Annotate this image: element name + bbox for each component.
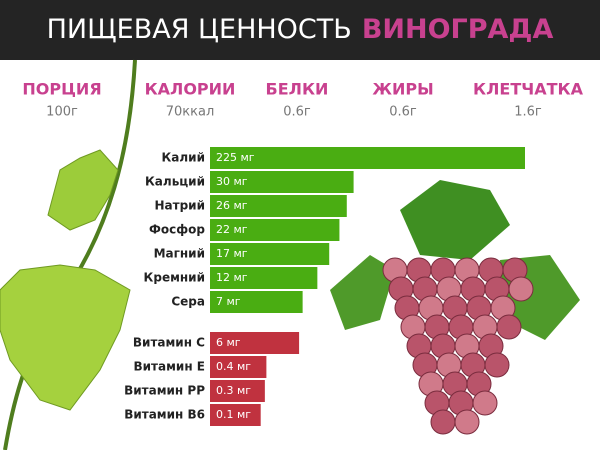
summary-value: 0.6г xyxy=(283,105,311,120)
header-title: ПИЩЕВАЯ ЦЕННОСТЬ ВИНОГРАДА xyxy=(47,14,554,45)
summary-value: 0.6г xyxy=(389,105,417,120)
value-label: 225 мг xyxy=(216,151,255,164)
leaf xyxy=(400,180,510,260)
header-bar xyxy=(0,0,600,60)
category-label: Магний xyxy=(154,247,205,261)
leaf xyxy=(0,264,131,411)
grape xyxy=(454,409,480,435)
summary-label: КЛЕТЧАТКА xyxy=(473,80,584,99)
grape-cluster xyxy=(382,257,534,435)
value-label: 17 мг xyxy=(216,247,248,260)
bar xyxy=(210,243,330,265)
value-label: 7 мг xyxy=(216,295,241,308)
category-label: Витамин B6 xyxy=(124,408,205,422)
bar xyxy=(210,291,303,313)
value-label: 12 мг xyxy=(216,271,248,284)
category-label: Фосфор xyxy=(149,223,205,237)
grape xyxy=(508,276,534,302)
summary-value: 70ккал xyxy=(166,105,215,120)
bar xyxy=(210,267,318,289)
leaf xyxy=(330,255,395,330)
category-label: Витамин PP xyxy=(124,384,205,398)
grape xyxy=(472,390,498,416)
category-label: Кальций xyxy=(145,175,205,189)
leaf xyxy=(47,149,119,231)
summary-value: 100г xyxy=(46,105,78,120)
grape xyxy=(496,314,522,340)
title: ПИЩЕВАЯ ЦЕННОСТЬ xyxy=(47,14,352,45)
value-label: 30 мг xyxy=(216,175,248,188)
summary-label: БЕЛКИ xyxy=(266,80,329,99)
grape xyxy=(430,409,456,435)
bar xyxy=(210,356,267,378)
bar xyxy=(210,171,354,193)
value-label: 0.1 мг xyxy=(216,408,251,421)
category-label: Витамин E xyxy=(134,360,206,374)
value-label: 26 мг xyxy=(216,199,248,212)
bar xyxy=(210,147,525,169)
value-label: 0.4 мг xyxy=(216,360,251,373)
grape xyxy=(484,352,510,378)
summary-label: ЖИРЫ xyxy=(372,80,433,99)
bar xyxy=(210,380,265,402)
summary-value: 1.6г xyxy=(514,105,542,120)
category-label: Калий xyxy=(161,151,205,165)
bar xyxy=(210,332,300,354)
category-label: Натрий xyxy=(154,199,205,213)
bar xyxy=(210,195,347,217)
title-accent: ВИНОГРАДА xyxy=(362,14,554,45)
value-label: 0.3 мг xyxy=(216,384,251,397)
bar xyxy=(210,219,340,241)
value-label: 6 мг xyxy=(216,336,241,349)
category-label: Кремний xyxy=(144,271,205,285)
value-label: 22 мг xyxy=(216,223,248,236)
category-label: Витамин C xyxy=(133,336,205,350)
category-label: Сера xyxy=(171,295,205,309)
bar xyxy=(210,404,261,426)
summary-label: КАЛОРИИ xyxy=(145,80,236,99)
summary-label: ПОРЦИЯ xyxy=(22,80,101,99)
